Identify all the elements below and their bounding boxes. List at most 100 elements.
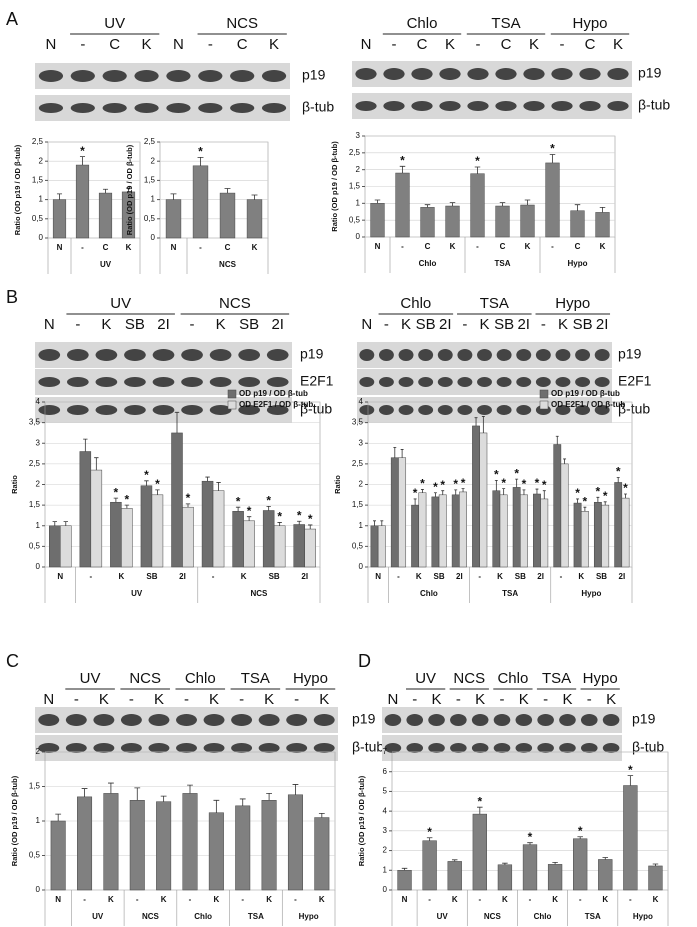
band-label: β-tub (618, 401, 650, 417)
group-label: TSA (491, 15, 520, 32)
bar (398, 457, 407, 568)
bar (395, 172, 410, 238)
error-bar (277, 522, 282, 526)
significance-mark: * (247, 504, 252, 518)
y-tick-label: 0,5 (144, 214, 156, 223)
x-tick-label: K (126, 243, 132, 252)
error-bar (235, 506, 241, 512)
blot-band (258, 714, 280, 726)
error-bar (481, 416, 485, 433)
y-axis-label: Ratio (OD p19 / OD β-tub) (357, 775, 366, 866)
group-label: NCS (453, 670, 485, 687)
error-bar (599, 206, 606, 213)
group-label: TSA (480, 295, 509, 312)
blot-band (124, 377, 146, 387)
y-tick-label: 3 (383, 826, 388, 835)
bar (314, 817, 330, 891)
error-bar (170, 193, 177, 200)
bar (648, 865, 663, 891)
bar (165, 199, 182, 239)
bar (497, 864, 513, 891)
x-tick-label: - (136, 895, 139, 904)
lane-label: C (417, 36, 428, 53)
lane-label: - (412, 691, 417, 708)
bar (75, 164, 90, 239)
blot-band (95, 377, 118, 387)
lane-label: - (184, 691, 189, 708)
x-tick-label: K (266, 895, 272, 904)
blot-band (231, 714, 253, 726)
blot-band (523, 68, 545, 80)
error-bar (79, 156, 86, 166)
x-tick-label: - (81, 243, 84, 252)
legend-swatch (539, 400, 549, 410)
blot-band (477, 377, 492, 387)
blot-band (359, 349, 375, 361)
error-bar (187, 784, 193, 794)
lane-label: - (543, 691, 548, 708)
y-tick-label: 1 (36, 521, 41, 530)
bar (208, 812, 224, 891)
significance-mark: * (433, 480, 438, 494)
blot-band (65, 714, 87, 726)
blot-band (66, 377, 89, 387)
group-label: UV (80, 670, 101, 687)
blot-band (579, 101, 601, 111)
x-tick-label: - (89, 572, 92, 581)
y-tick-label: 1,5 (29, 500, 41, 509)
x-tick-label: N (57, 572, 63, 581)
blot-band (181, 349, 203, 361)
group-label: TSA (585, 912, 601, 921)
blot-band (437, 377, 453, 387)
y-tick-label: 4 (36, 397, 41, 406)
y-tick-label: 2 (151, 156, 156, 165)
error-bar (160, 795, 167, 802)
blot-band (383, 101, 405, 111)
lane-label: 2I (271, 316, 284, 333)
bar (50, 820, 66, 891)
lane-label: SB (239, 316, 259, 333)
lane-label: - (75, 316, 80, 333)
blot-band (398, 405, 414, 415)
y-tick-label: 0 (151, 233, 156, 242)
group-label: Hypo (581, 589, 601, 598)
lane-label: - (384, 316, 389, 333)
blot-band (602, 743, 620, 753)
blot-band (477, 349, 492, 361)
blot-band (286, 743, 308, 753)
blot-band (313, 743, 335, 753)
bar (287, 794, 303, 891)
group-label: Chlo (407, 15, 438, 32)
y-tick-label: 0 (356, 232, 361, 241)
bar (390, 457, 399, 568)
error-bar (527, 842, 533, 845)
blot-band (607, 101, 629, 111)
x-tick-label: C (575, 242, 581, 251)
blot-band (559, 743, 576, 753)
x-tick-label: K (525, 242, 531, 251)
lane-label: N (43, 691, 54, 708)
bar (470, 173, 485, 238)
x-tick-label: - (560, 572, 563, 581)
blot-band (406, 714, 424, 726)
lane-label: - (476, 36, 481, 53)
y-tick-label: 0 (36, 562, 41, 571)
bar (370, 525, 379, 568)
x-tick-label: - (199, 243, 202, 252)
lane-label: N (361, 36, 372, 53)
blot-band (516, 349, 532, 361)
significance-mark: * (427, 825, 432, 839)
significance-mark: * (522, 477, 527, 491)
bar (49, 525, 61, 568)
blot-band (134, 103, 159, 113)
error-bar (426, 837, 433, 841)
blot-band (38, 377, 61, 387)
y-tick-label: 3,5 (29, 418, 41, 427)
significance-mark: * (477, 794, 482, 808)
x-tick-label: - (401, 242, 404, 251)
blot-band (471, 714, 489, 726)
blot-band (134, 70, 159, 82)
band-label: p19 (638, 65, 662, 81)
blot-band (176, 714, 197, 726)
blot-band (95, 349, 118, 361)
